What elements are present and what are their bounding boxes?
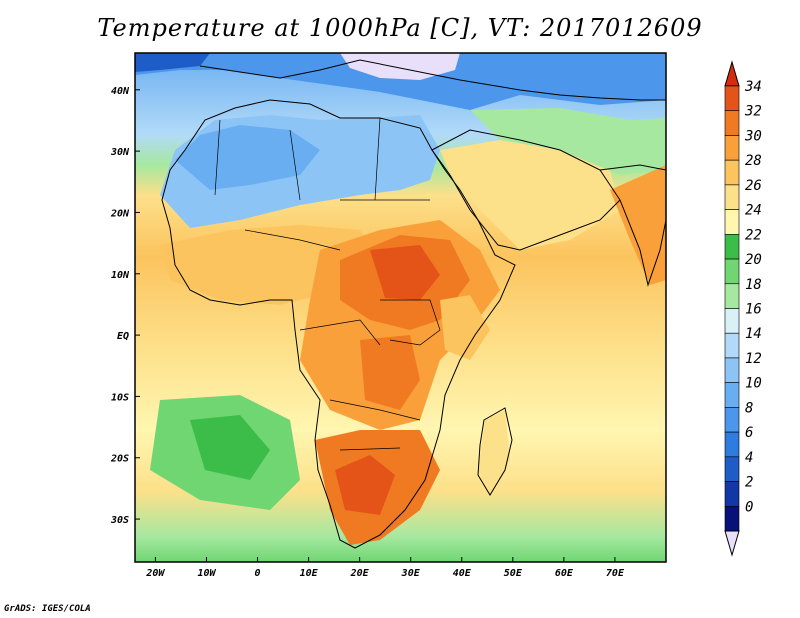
y-tick-label: EQ — [117, 331, 129, 342]
colorbar-label: 26 — [745, 178, 762, 194]
colorbar-label: 4 — [745, 450, 753, 466]
colorbar-swatch — [724, 332, 740, 359]
colorbar-swatch — [724, 135, 740, 161]
x-tick-label: 70E — [606, 568, 625, 579]
x-tick-label: 10W — [197, 568, 216, 579]
y-tick-label: 20S — [110, 454, 129, 465]
y-tick-label: 10N — [111, 270, 130, 281]
credit-label: GrADS: IGES/COLA — [4, 604, 91, 614]
colorbar-label: 14 — [745, 326, 762, 342]
colorbar-label: 24 — [745, 203, 762, 219]
x-tick-label: 20E — [350, 568, 370, 579]
x-tick-label: 10E — [300, 568, 319, 579]
colorbar-label: 28 — [745, 153, 762, 169]
colorbar-swatch — [724, 505, 740, 532]
colorbar-swatch — [724, 407, 740, 433]
colorbar-swatch — [724, 209, 740, 235]
east-africa-highlands — [440, 295, 490, 360]
colorbar-label: 30 — [744, 128, 762, 144]
y-tick-label: 40N — [111, 86, 130, 97]
x-tick-label: 20W — [145, 568, 165, 579]
colorbar-label: 34 — [744, 79, 762, 95]
arabia-warm-region — [440, 140, 620, 250]
alps-cold-region — [340, 53, 460, 80]
coastlines — [161, 59, 666, 549]
colorbar-swatch — [724, 283, 740, 309]
kalahari-hot-region — [335, 455, 395, 515]
x-tick-label: 50E — [504, 568, 523, 579]
colorbar-swatch — [724, 184, 740, 210]
sudan-hottest-region — [370, 245, 440, 300]
colorbar-label: 10 — [745, 376, 762, 392]
temperature-field — [135, 53, 666, 562]
colorbar-label: 32 — [744, 104, 762, 120]
colorbar-swatch — [724, 456, 740, 482]
y-tick-label: 30S — [110, 515, 129, 526]
colorbar-over-triangle — [724, 60, 740, 87]
colorbar-swatch — [724, 258, 740, 285]
chart-title: Temperature at 1000hPa [C], VT: 20170126… — [97, 14, 703, 42]
india-warm-region — [610, 165, 666, 285]
y-axis: 40N 30N 20N 10N EQ 10S 20S 30S — [110, 86, 140, 526]
colorbar-label: 2 — [745, 475, 753, 491]
colorbar-label: 18 — [745, 277, 762, 293]
colorbar-label: 12 — [745, 351, 762, 367]
europe-coastline — [199, 59, 666, 101]
colorbar-swatch — [724, 382, 740, 408]
x-tick-label: 0 — [255, 568, 261, 579]
colorbar-under-triangle — [724, 530, 740, 557]
y-tick-label: 10S — [111, 392, 129, 403]
madagascar-coastline — [477, 407, 513, 496]
arabia-coastline — [431, 129, 621, 251]
iberia-cold-region — [135, 53, 210, 72]
colorbar-label: 6 — [745, 425, 753, 441]
madagascar-region — [478, 410, 510, 495]
middle-east-region — [470, 108, 666, 175]
europe-cold-region — [135, 53, 666, 110]
colorbar-label: 0 — [745, 499, 753, 515]
country-borders — [214, 117, 441, 451]
colorbar-label: 8 — [745, 400, 753, 416]
colorbar-swatch — [724, 159, 740, 186]
africa-coastline — [161, 99, 516, 549]
colorbar-label: 16 — [745, 302, 762, 318]
colorbar-swatch — [724, 481, 740, 507]
colorbar-swatch — [724, 308, 740, 334]
x-axis: 20W 10W 0 10E 20E 30E 40E 50E 60E 70E — [145, 557, 625, 579]
colorbar-swatch — [724, 110, 740, 136]
x-tick-label: 60E — [555, 568, 574, 579]
sahara-core-region — [175, 125, 320, 190]
congo-hot-region — [360, 335, 420, 410]
colorbar-swatch — [724, 234, 740, 260]
colorbar-swatch — [724, 85, 740, 112]
y-tick-label: 20N — [110, 208, 130, 219]
x-tick-label: 30E — [401, 568, 421, 579]
atlantic-cool-core — [190, 415, 270, 480]
colorbar-swatch — [724, 431, 740, 458]
x-tick-label: 40E — [453, 568, 472, 579]
plot-frame — [134, 52, 667, 563]
y-tick-label: 30N — [110, 147, 130, 158]
colorbar-swatch — [724, 357, 740, 383]
india-coastline — [599, 164, 666, 287]
colorbar-label: 20 — [745, 252, 762, 268]
colorbar-label: 22 — [745, 227, 762, 243]
